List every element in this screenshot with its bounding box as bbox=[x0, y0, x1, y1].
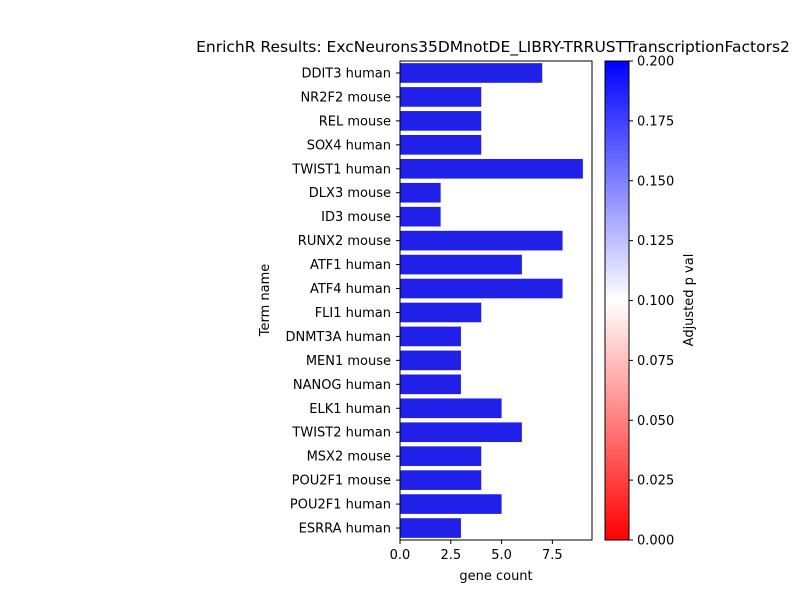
y-tick-label: MEN1 mouse bbox=[306, 354, 391, 369]
bar bbox=[400, 326, 461, 347]
colorbar-tick-label: 0.175 bbox=[637, 114, 674, 129]
bar bbox=[400, 374, 461, 395]
colorbar-ticks: 0.000 0.025 0.050 0.075 0.100 0.125 0.150 0.175… bbox=[629, 55, 674, 549]
y-tick-label: SOX4 human bbox=[307, 138, 391, 153]
y-tick-label: NANOG human bbox=[293, 378, 391, 393]
bar bbox=[400, 111, 482, 131]
y-tick-label: ATF4 human bbox=[310, 282, 391, 297]
x-tick-label: 0.0 bbox=[390, 548, 411, 563]
x-axis-label: gene count bbox=[459, 569, 532, 584]
bar bbox=[400, 254, 522, 275]
y-axis-ticks: DDIT3 human NR2F2 mouse REL mouse SOX4 huma… bbox=[285, 66, 400, 537]
bar bbox=[400, 518, 461, 538]
bar bbox=[400, 158, 583, 179]
y-tick-label: ID3 mouse bbox=[321, 210, 391, 225]
y-tick-label: ELK1 human bbox=[309, 402, 391, 417]
y-tick-label: ATF1 human bbox=[310, 258, 391, 273]
bar bbox=[400, 302, 482, 323]
colorbar-tick-label: 0.050 bbox=[637, 414, 674, 429]
bar bbox=[400, 350, 461, 371]
y-tick-label: RUNX2 mouse bbox=[298, 234, 391, 249]
bar bbox=[400, 87, 482, 107]
colorbar-tick-label: 0.200 bbox=[637, 55, 674, 70]
y-tick-label: FLI1 human bbox=[315, 306, 391, 321]
bar bbox=[400, 494, 502, 514]
y-tick-label: REL mouse bbox=[319, 114, 391, 129]
bar bbox=[400, 398, 502, 419]
y-tick-label: MSX2 mouse bbox=[307, 450, 391, 465]
colorbar-label: Adjusted p val bbox=[682, 254, 697, 347]
bar bbox=[400, 206, 441, 227]
x-tick-label: 5.0 bbox=[491, 548, 512, 563]
y-tick-label: TWIST1 human bbox=[291, 162, 391, 177]
bar bbox=[400, 278, 563, 299]
x-tick-label: 2.5 bbox=[440, 548, 461, 563]
plot-frame bbox=[399, 60, 593, 541]
x-tick-label: 7.5 bbox=[542, 548, 563, 563]
bar bbox=[400, 470, 482, 490]
bar bbox=[400, 230, 563, 251]
y-tick-label: NR2F2 mouse bbox=[300, 90, 391, 105]
y-tick-label: POU2F1 mouse bbox=[292, 474, 391, 489]
y-axis-label: Term name bbox=[258, 264, 273, 338]
y-tick-label: DLX3 mouse bbox=[309, 186, 391, 201]
y-tick-label: TWIST2 human bbox=[291, 426, 391, 441]
y-tick-label: DDIT3 human bbox=[301, 66, 391, 81]
y-tick-label: ESRRA human bbox=[299, 522, 391, 537]
bars-group bbox=[400, 63, 583, 538]
bar bbox=[400, 422, 522, 443]
colorbar-tick-label: 0.100 bbox=[637, 294, 674, 309]
colorbar-tick-label: 0.000 bbox=[637, 534, 674, 549]
y-tick-label: DNMT3A human bbox=[285, 330, 391, 345]
colorbar-tick-label: 0.150 bbox=[637, 174, 674, 189]
bar bbox=[400, 63, 543, 83]
x-axis-ticks: 0.0 2.5 5.0 7.5 bbox=[390, 540, 563, 563]
colorbar-tick-label: 0.125 bbox=[637, 234, 674, 249]
colorbar-tick-label: 0.075 bbox=[637, 354, 674, 369]
colorbar bbox=[604, 60, 630, 541]
chart-title: EnrichR Results: ExcNeurons35DMnotDE_LIB… bbox=[196, 38, 790, 57]
bar bbox=[400, 182, 441, 203]
y-tick-label: POU2F1 human bbox=[290, 498, 391, 513]
bar bbox=[400, 135, 482, 155]
bar bbox=[400, 446, 482, 466]
colorbar-tick-label: 0.025 bbox=[637, 474, 674, 489]
